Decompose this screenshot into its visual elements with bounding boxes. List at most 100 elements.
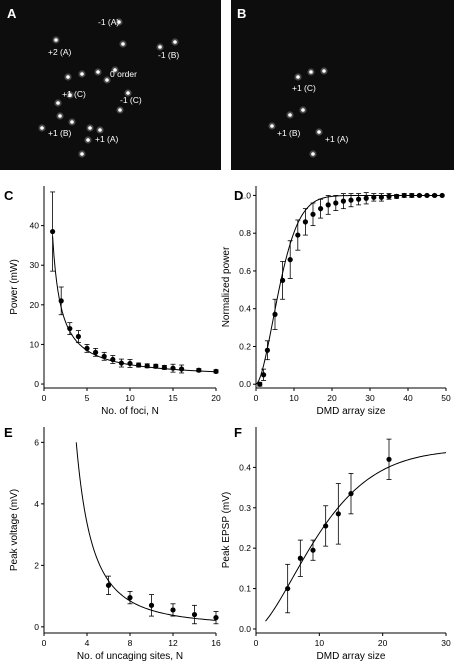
y-tick-label: 4 [34, 499, 39, 509]
chart-c-fit-curve [52, 236, 217, 373]
chart-c-y-axis-label: Power (mW) [9, 259, 20, 315]
data-point [432, 192, 438, 199]
data-point [386, 193, 392, 199]
y-tick-label: 0.4 [239, 304, 251, 314]
panel-d-label: D [234, 188, 243, 203]
panel-b: B +1 (C) +1 (B) +1 (A) [231, 0, 454, 170]
data-point [148, 602, 155, 608]
chart-f: 0 10 20 30 0.0 0.1 0.2 0.3 0.4 DMD array size Peak… [221, 427, 451, 662]
chart-e-x-axis-label: No. of uncaging sites, N [77, 651, 183, 662]
data-point [394, 193, 400, 199]
data-point [416, 192, 422, 199]
diffraction-spot [88, 126, 92, 130]
data-point [161, 364, 167, 371]
data-point [310, 547, 316, 553]
x-tick-label: 8 [128, 638, 133, 648]
data-point [179, 366, 185, 372]
chart-f-y-axis-label: Peak EPSP (mV) [221, 492, 232, 569]
diffraction-spot [96, 70, 100, 74]
y-tick-label: 20 [30, 300, 40, 310]
x-tick-label: 16 [211, 638, 221, 648]
data-point [378, 194, 384, 200]
x-tick-label: 10 [289, 393, 299, 403]
spot-label-zero-order: 0 order [110, 69, 137, 79]
y-tick-label: 0 [34, 379, 39, 389]
data-point [386, 456, 392, 462]
diffraction-spot [296, 75, 300, 79]
data-point [213, 615, 219, 621]
data-point [287, 257, 293, 263]
diffraction-spot [301, 108, 305, 112]
y-tick-label: 6 [34, 437, 39, 447]
diffraction-spot [98, 128, 102, 132]
chart-d: 0 10 20 30 40 50 0.0 0.2 0.4 0.6 0.8 1.0 DMD array s… [221, 186, 451, 417]
data-point [302, 219, 308, 225]
diffraction-spot [309, 70, 313, 74]
panel-b-image [231, 0, 454, 170]
panel-a-spots [38, 18, 179, 158]
x-tick-label: 30 [441, 638, 451, 648]
data-point [295, 232, 301, 238]
diffraction-spot [173, 40, 177, 44]
data-point [50, 228, 56, 235]
y-tick-label: 30 [30, 260, 40, 270]
chart-f-x-axis-label: DMD array size [317, 651, 386, 662]
diffraction-spot [126, 91, 130, 95]
data-point [196, 367, 202, 373]
diffraction-spot [58, 114, 62, 118]
data-point [136, 362, 142, 368]
data-point [191, 611, 198, 618]
diffraction-spot [270, 124, 274, 128]
panel-e-label: E [4, 425, 13, 440]
spot-label-plus1-a: +1 (A) [95, 134, 119, 144]
panel-c-label: C [4, 188, 14, 203]
data-point [144, 363, 150, 369]
data-point [310, 211, 316, 217]
spot-label-minus1-a: -1 (A) [98, 17, 119, 27]
y-tick-label: 0.1 [239, 584, 251, 594]
diffraction-spot [317, 130, 321, 134]
spot-label-b-plus1-b: +1 (B) [277, 128, 301, 138]
spot-label-b-plus1-a: +1 (A) [325, 134, 349, 144]
data-point [213, 368, 219, 374]
data-point [261, 372, 267, 378]
data-point [297, 555, 303, 561]
x-tick-label: 12 [168, 638, 178, 648]
data-point [58, 298, 64, 304]
data-point [127, 360, 133, 367]
diffraction-spot [68, 93, 72, 97]
data-point [101, 353, 107, 359]
data-point [153, 363, 159, 369]
y-tick-label: 10 [30, 339, 40, 349]
x-tick-label: 4 [85, 638, 90, 648]
data-point [75, 333, 81, 340]
spot-label-minus1-c: -1 (C) [120, 95, 142, 105]
y-tick-label: 0.2 [239, 341, 251, 351]
data-point [409, 192, 415, 199]
spot-label-plus1-b: +1 (B) [48, 128, 72, 138]
x-tick-label: 10 [125, 393, 135, 403]
chart-c: 0 5 10 15 20 0 10 20 30 40 No. of foci, N Power (mW… [9, 186, 221, 417]
chart-c-x-axis-label: No. of foci, N [101, 406, 159, 417]
y-tick-label: 0.6 [239, 266, 251, 276]
chart-d-y-axis-label: Normalized power [221, 246, 232, 327]
data-point [318, 206, 324, 212]
data-point [424, 192, 430, 199]
y-tick-label: 0.3 [239, 503, 251, 513]
data-point [257, 381, 263, 387]
diffraction-spot [118, 108, 122, 112]
diffraction-spot [322, 69, 326, 73]
x-tick-label: 0 [254, 638, 259, 648]
diffraction-spot [56, 101, 60, 105]
data-point [105, 582, 112, 588]
data-point [348, 197, 354, 203]
y-tick-label: 0.2 [239, 543, 251, 553]
chart-d-fit-curve [255, 194, 443, 385]
y-tick-label: 0.8 [239, 228, 251, 238]
chart-e-y-axis-label: Peak voltage (mV) [9, 489, 20, 571]
diffraction-spot [40, 126, 44, 130]
data-point [333, 200, 339, 206]
chart-f-fit-curve [265, 452, 447, 622]
data-point [67, 325, 73, 332]
data-point [348, 491, 354, 497]
